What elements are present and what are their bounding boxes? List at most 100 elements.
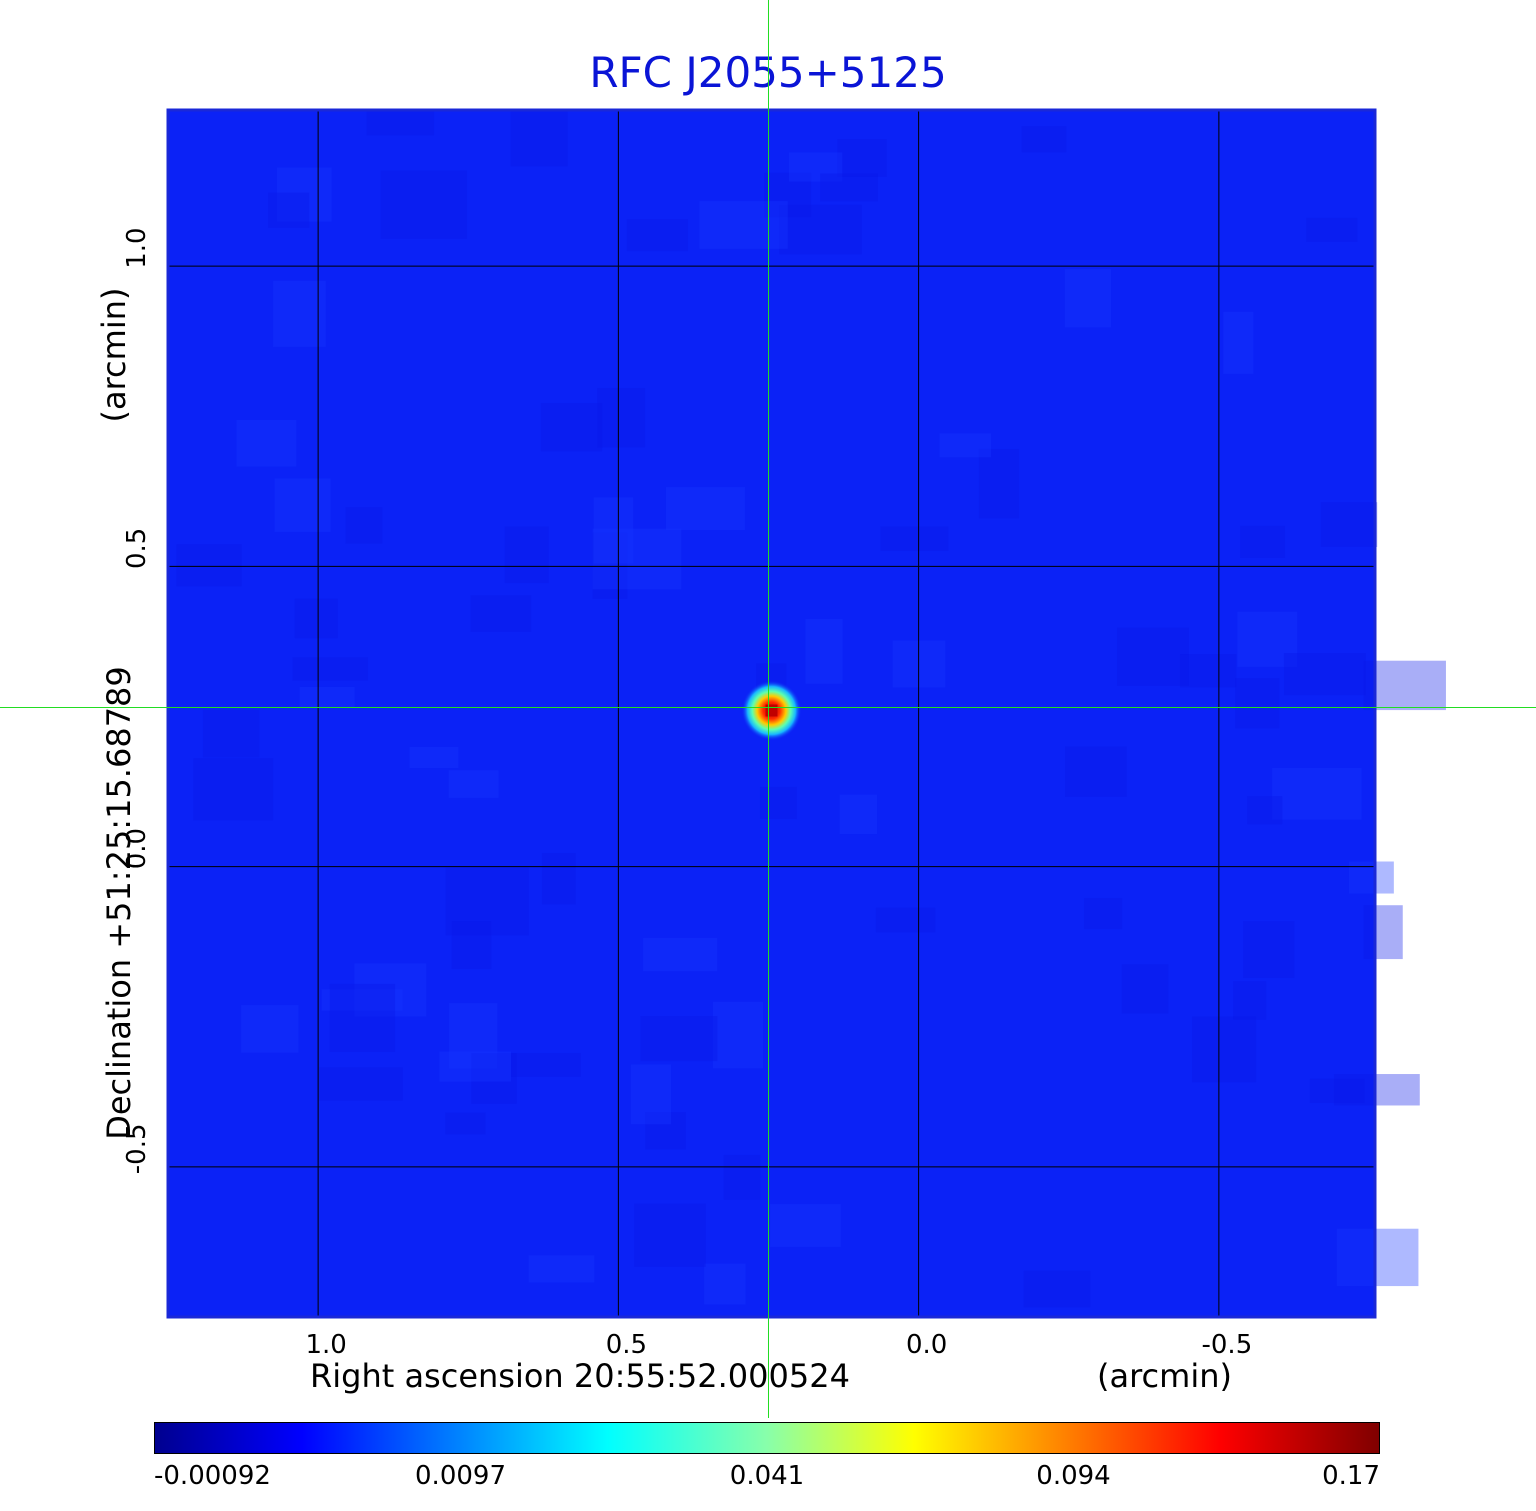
image-noise-patch — [471, 1053, 517, 1104]
image-noise-patch — [704, 1263, 746, 1305]
image-noise-patch — [176, 544, 242, 587]
image-noise-patch — [366, 111, 435, 136]
coordinate-grid — [168, 110, 1375, 1317]
image-noise-patch — [318, 1067, 403, 1101]
image-noise-patch — [354, 963, 427, 1017]
x-tick-label: 0.5 — [606, 1330, 647, 1360]
image-noise-patch — [592, 532, 628, 599]
image-noise-patch — [380, 170, 468, 239]
image-noise-patch — [448, 770, 499, 798]
image-noise-patch — [1064, 269, 1112, 328]
image-noise-patch — [504, 526, 549, 584]
plot-frame — [166, 108, 1377, 1319]
image-noise-patch — [276, 167, 332, 222]
image-noise-patch — [274, 478, 331, 532]
x-tick-label: 0.0 — [906, 1330, 947, 1360]
image-noise-patch — [712, 1001, 764, 1069]
image-noise-patch — [193, 758, 274, 821]
image-noise-patch — [1083, 897, 1123, 930]
y-axis-label: Declination +51:25:15.68789 — [100, 666, 138, 1140]
image-noise-patch — [1179, 654, 1237, 688]
intensity-image — [168, 110, 1446, 1317]
image-noise-patch — [321, 989, 403, 1011]
image-noise-patch — [880, 526, 949, 552]
colorbar — [154, 1422, 1380, 1454]
image-noise-patch — [875, 907, 936, 933]
image-noise-patch — [779, 204, 862, 255]
image-noise-patch — [1223, 311, 1254, 374]
image-noise-patch — [292, 657, 369, 681]
image-noise-patch — [1336, 1228, 1419, 1287]
image-noise-patch — [1021, 126, 1067, 153]
image-noise-patch — [665, 487, 745, 531]
image-noise-patch — [409, 746, 459, 769]
image-noise-patch — [645, 1112, 686, 1150]
image-noise-patch — [273, 280, 326, 347]
image-noise-patch — [626, 219, 689, 252]
image-noise-patch — [1233, 981, 1267, 1020]
image-noise-patch — [805, 618, 843, 684]
image-noise-patch — [511, 1052, 581, 1077]
colorbar-tick-label: 0.094 — [1036, 1461, 1111, 1491]
image-noise-patch — [1237, 611, 1298, 667]
image-noise-patch — [241, 1005, 299, 1053]
y-tick-label: 0.5 — [122, 528, 152, 569]
image-noise-patch — [1306, 217, 1358, 242]
image-noise-patch — [759, 786, 797, 820]
image-noise-patch — [1116, 627, 1189, 686]
colorbar-tick-label: -0.00092 — [154, 1461, 271, 1491]
image-noise-patch — [597, 387, 646, 448]
image-noise-patch — [1363, 660, 1446, 711]
x-axis-label: Right ascension 20:55:52.000524 — [310, 1357, 850, 1395]
image-noise-patch — [1065, 746, 1127, 797]
y-tick-label: 1.0 — [122, 227, 152, 268]
image-noise-patch — [345, 507, 383, 544]
tick-labels: 1.0 0.5 0.0 -0.5 1.0 0.5 0.0 -0.5 — [122, 227, 1252, 1360]
image-noise-patch — [764, 172, 812, 218]
image-noise-patch — [445, 1112, 486, 1135]
x-axis-unit: (arcmin) — [1097, 1357, 1232, 1395]
image-noise-patch — [640, 1016, 718, 1062]
image-noise-patch — [528, 1255, 595, 1283]
image-noise-patch — [1240, 525, 1286, 558]
image-noise-patch — [978, 448, 1020, 519]
image-noise-patch — [1235, 678, 1280, 729]
image-noise-patch — [451, 921, 492, 970]
image-noise-patch — [630, 1064, 672, 1125]
image-noise-patch — [837, 139, 887, 177]
image-noise-patch — [1320, 502, 1378, 547]
image-noise-patch — [449, 1003, 498, 1069]
image-noise-patch — [445, 867, 529, 936]
image-noise-patch — [236, 419, 297, 467]
image-noise-patch — [439, 1051, 512, 1082]
crosshair — [0, 0, 1536, 1418]
image-noise-patch — [592, 528, 682, 590]
image-noise-patch — [1333, 1074, 1420, 1106]
y-axis-unit: (arcmin) — [95, 287, 133, 423]
frame-border — [166, 108, 1377, 1319]
image-noise-patch — [294, 598, 338, 639]
image-noise-patch — [1247, 796, 1283, 825]
image-noise-patch — [1363, 905, 1403, 960]
colorbar-tick-label: 0.0097 — [415, 1461, 506, 1491]
image-noise-patch — [839, 794, 878, 835]
image-noise-patch — [1121, 964, 1169, 1014]
image-noise-patch — [593, 497, 634, 564]
image-noise-patch — [643, 937, 718, 972]
image-noise-patch — [540, 402, 603, 452]
image-noise-patch — [1309, 1078, 1365, 1104]
image-noise-patch — [1023, 1270, 1091, 1308]
image-noise-patch — [268, 192, 310, 228]
x-tick-label: -0.5 — [1202, 1330, 1253, 1360]
colorbar-tick-label: 0.17 — [1322, 1461, 1380, 1491]
image-noise-patch — [510, 110, 568, 167]
image-noise-patch — [699, 201, 788, 249]
image-noise-patch — [788, 152, 843, 182]
colorbar-tick-label: 0.041 — [729, 1461, 805, 1491]
image-noise-patch — [541, 852, 576, 905]
image-noise-patch — [1283, 653, 1366, 696]
source-peak-pixel — [765, 704, 778, 717]
image-noise-patch — [1272, 767, 1362, 820]
image-noise-patch — [1243, 921, 1295, 979]
